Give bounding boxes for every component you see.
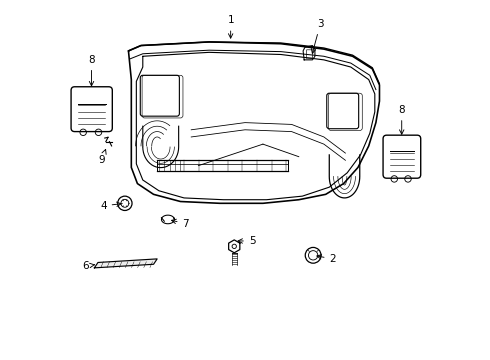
Text: 7: 7 [172,219,189,229]
Text: 8: 8 [398,105,405,134]
Text: 5: 5 [238,236,255,246]
Text: 9: 9 [98,149,106,165]
Text: 6: 6 [82,261,95,271]
Text: 4: 4 [100,201,121,211]
Text: 1: 1 [227,15,234,38]
Text: 8: 8 [88,55,95,86]
Text: 3: 3 [311,19,323,53]
Text: 2: 2 [317,254,336,264]
Polygon shape [95,259,157,268]
